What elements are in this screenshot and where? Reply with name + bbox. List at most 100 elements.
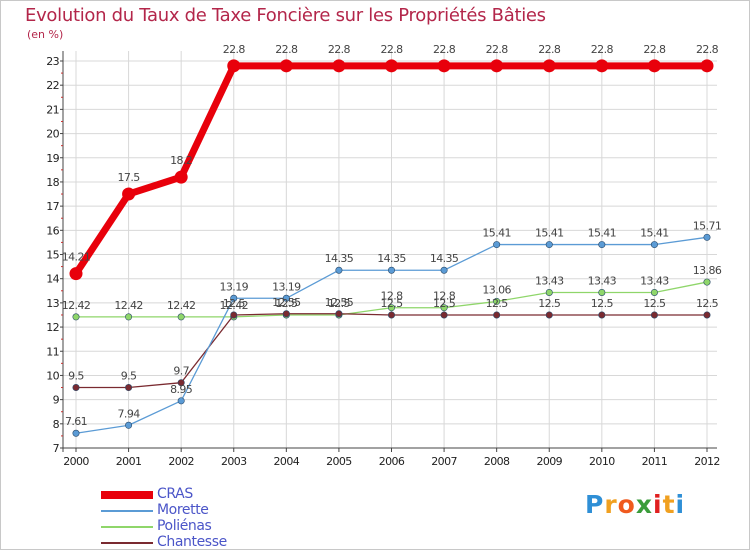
y-tick-label: 12 [46, 321, 59, 334]
y-tick-label: 20 [46, 128, 59, 141]
data-label-polienas: 13.86 [693, 264, 722, 277]
data-label-polienas: 12.8 [433, 290, 456, 303]
x-tick-label: 2002 [168, 455, 194, 468]
x-tick-label: 2011 [642, 455, 668, 468]
point-morette [230, 294, 238, 302]
data-label-morette: 8.95 [170, 383, 193, 396]
data-label-polienas: 12.42 [62, 299, 91, 312]
x-tick-label: 2004 [274, 455, 300, 468]
series-lines [69, 59, 714, 437]
y-tick-label: 10 [46, 369, 59, 382]
point-morette [598, 241, 606, 249]
point-polienas [387, 304, 395, 312]
point-morette [335, 266, 343, 274]
point-chantesse [387, 311, 395, 319]
data-label-cras: 14.21 [62, 251, 91, 264]
data-label-polienas: 13.43 [535, 274, 564, 287]
y-tick-label: 21 [46, 103, 59, 116]
x-tick-label: 2003 [221, 455, 247, 468]
data-label-polienas: 13.43 [640, 274, 669, 287]
data-label-chantesse: 12.5 [380, 297, 403, 310]
legend-label-chantesse: Chantesse [157, 534, 227, 550]
point-chantesse [72, 384, 80, 392]
point-polienas [440, 304, 448, 312]
x-tick-label: 2006 [379, 455, 405, 468]
y-tick-label: 23 [46, 55, 59, 68]
point-cras [647, 59, 661, 73]
point-morette [545, 241, 553, 249]
data-label-polienas: 13.43 [588, 274, 617, 287]
data-label-chantesse: 12.55 [272, 296, 301, 309]
data-label-chantesse: 9.7 [173, 365, 189, 378]
data-label-cras: 22.8 [275, 43, 298, 56]
y-tick-label: 22 [46, 79, 59, 92]
data-label-morette: 15.41 [640, 227, 669, 240]
legend-label-cras: CRAS [157, 486, 193, 502]
data-label-cras: 17.5 [118, 171, 141, 184]
data-label-chantesse: 9.5 [121, 370, 137, 383]
point-polienas [125, 313, 133, 321]
logo-letter: i [653, 490, 663, 519]
legend-swatch-polienas [101, 526, 153, 528]
y-tick-label: 18 [46, 176, 59, 189]
point-chantesse [545, 311, 553, 319]
point-cras [595, 59, 609, 73]
legend-label-polienas: Poliénas [157, 518, 212, 534]
point-polienas [72, 313, 80, 321]
data-label-chantesse: 12.55 [325, 296, 354, 309]
y-tick-label: 19 [46, 152, 59, 165]
data-label-morette: 15.41 [482, 227, 511, 240]
point-morette [72, 429, 80, 437]
point-morette [440, 266, 448, 274]
data-label-morette: 15.41 [535, 227, 564, 240]
data-label-polienas: 12.8 [380, 290, 403, 303]
point-chantesse [650, 311, 658, 319]
data-label-morette: 7.94 [118, 407, 141, 420]
data-label-cras: 22.8 [486, 43, 509, 56]
data-label-chantesse: 12.5 [643, 297, 666, 310]
data-label-cras: 22.8 [696, 43, 719, 56]
logo-letter: i [675, 490, 686, 519]
y-tick-label: 14 [46, 273, 59, 286]
data-label-morette: 15.41 [588, 227, 617, 240]
unit-label: (en %) [27, 28, 64, 41]
data-label-cras: 22.8 [643, 43, 666, 56]
point-chantesse [177, 379, 185, 387]
data-label-chantesse: 12.5 [486, 297, 509, 310]
data-label-morette: 13.19 [272, 280, 301, 293]
point-chantesse [230, 311, 238, 319]
point-morette [387, 266, 395, 274]
data-label-cras: 22.8 [591, 43, 614, 56]
chart-title: Evolution du Taux de Taxe Foncière sur l… [25, 5, 546, 26]
point-cras [122, 187, 136, 201]
point-cras [490, 59, 504, 73]
axes: 7 8 9 10 11 12 13 14 15 16 17 18 19 20 21 22 23 2000 2001 2… [46, 51, 720, 468]
logo-letter: t [662, 490, 676, 519]
data-label-cras: 22.8 [223, 43, 246, 56]
data-label-chantesse: 12.5 [223, 297, 246, 310]
point-morette [177, 397, 185, 405]
legend-swatch-morette [101, 510, 153, 512]
grid [63, 51, 717, 449]
point-chantesse [493, 311, 501, 319]
point-cras [385, 59, 398, 73]
point-cras [279, 59, 293, 73]
data-label-chantesse: 12.5 [591, 297, 614, 310]
point-cras [542, 59, 556, 73]
point-chantesse [282, 310, 290, 318]
x-tick-label: 2007 [431, 455, 457, 468]
legend-label-morette: Morette [157, 502, 209, 518]
x-tick-label: 2005 [326, 455, 352, 468]
point-polienas [650, 288, 658, 296]
point-cras [227, 59, 241, 73]
point-polienas [177, 313, 185, 321]
data-label-morette: 14.35 [430, 252, 459, 265]
y-tick-label: 13 [46, 297, 59, 310]
data-label-polienas: 12.5 [328, 297, 351, 310]
logo-letter: o [617, 490, 636, 519]
point-cras [332, 59, 346, 73]
data-label-cras: 22.8 [328, 43, 351, 56]
data-label-polienas: 13.06 [482, 283, 511, 296]
y-tick-label: 11 [46, 345, 59, 358]
x-tick-label: 2000 [63, 455, 89, 468]
